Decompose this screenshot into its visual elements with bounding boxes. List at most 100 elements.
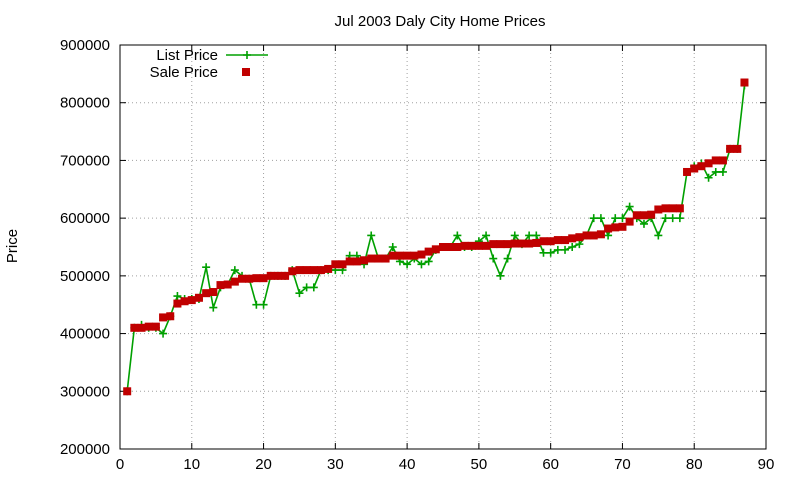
sale-price-point xyxy=(137,323,146,332)
sale-price-point xyxy=(596,230,605,239)
list-price-point xyxy=(503,254,512,263)
series-1 xyxy=(123,78,749,396)
list-price-point xyxy=(388,243,397,251)
sale-price-point xyxy=(496,240,505,249)
sale-price-point xyxy=(489,240,498,249)
sale-price-point xyxy=(403,251,412,260)
sale-price-point xyxy=(360,256,369,265)
list-price-point xyxy=(482,231,491,240)
sale-price-point xyxy=(273,271,282,280)
list-price-point xyxy=(489,254,498,263)
sale-price-point xyxy=(238,274,247,283)
list-price-point xyxy=(295,289,304,298)
list-price-point xyxy=(675,214,684,223)
sale-price-point xyxy=(180,297,189,306)
list-price-point xyxy=(417,260,426,269)
grid xyxy=(120,45,766,449)
sale-price-point xyxy=(561,236,570,245)
sale-price-point xyxy=(295,266,304,275)
list-price-point xyxy=(546,248,555,257)
x-tick-label: 30 xyxy=(327,456,344,473)
list-price-point xyxy=(424,257,433,266)
sale-price-point xyxy=(575,233,584,242)
sale-price-point xyxy=(209,288,218,297)
list-price-point xyxy=(589,214,598,223)
sale-price-point xyxy=(647,210,656,219)
sale-price-point xyxy=(266,271,275,280)
sale-price-point xyxy=(711,156,720,165)
sale-price-point xyxy=(525,239,534,248)
x-tick-label: 70 xyxy=(614,456,631,473)
sale-price-point xyxy=(381,254,390,263)
y-tick-label: 800000 xyxy=(60,95,110,112)
sale-price-point xyxy=(159,313,168,322)
list-price-point xyxy=(209,303,218,312)
sale-price-point xyxy=(331,260,340,269)
legend-label-list-price: List Price xyxy=(156,47,218,64)
list-price-point xyxy=(618,214,627,223)
sale-price-point xyxy=(546,237,555,246)
list-price-point xyxy=(367,231,376,240)
y-tick-label: 200000 xyxy=(60,441,110,458)
list-price-point xyxy=(661,214,670,223)
list-price-point xyxy=(668,214,677,223)
x-tick-label: 80 xyxy=(686,456,703,473)
sale-price-point xyxy=(697,162,706,171)
y-tick-label: 400000 xyxy=(60,326,110,343)
sale-price-point xyxy=(568,234,577,243)
sale-price-point xyxy=(654,205,663,214)
list-price-point xyxy=(453,231,462,240)
list-price-point xyxy=(259,300,268,309)
plot-border xyxy=(119,44,767,450)
sale-price-point xyxy=(510,239,519,248)
sale-price-point xyxy=(309,266,318,275)
sale-price-point xyxy=(123,387,132,396)
x-tick-label: 0 xyxy=(116,456,124,473)
list-price-point xyxy=(611,214,620,223)
y-axis-label: Price xyxy=(4,229,21,263)
sale-price-point xyxy=(352,257,361,266)
list-price-point xyxy=(575,240,584,249)
sale-price-point xyxy=(202,289,211,298)
list-price-point xyxy=(202,263,211,272)
list-price-point xyxy=(561,245,570,254)
sale-price-point xyxy=(173,299,182,308)
list-price-point xyxy=(639,219,648,228)
sale-price-point xyxy=(683,167,692,176)
list-price-point xyxy=(496,271,505,280)
chart-title: Jul 2003 Daly City Home Prices xyxy=(335,13,546,30)
sale-price-point xyxy=(395,251,404,260)
sale-price-point xyxy=(632,211,641,220)
sale-price-point xyxy=(482,241,491,250)
x-tick-label: 40 xyxy=(399,456,416,473)
sale-price-point xyxy=(431,245,440,254)
list-price-point xyxy=(173,292,182,301)
list-price-point xyxy=(718,167,727,176)
sale-price-point xyxy=(345,257,354,266)
sale-price-point xyxy=(230,277,239,286)
sale-price-point xyxy=(166,312,175,321)
sale-price-point xyxy=(252,274,261,283)
sale-price-point xyxy=(288,267,297,276)
series-0 xyxy=(123,81,749,396)
sale-price-point xyxy=(704,159,713,168)
y-tick-label: 600000 xyxy=(60,210,110,227)
sale-price-point xyxy=(187,296,196,305)
sale-price-point xyxy=(410,251,419,260)
sale-price-point xyxy=(618,222,627,231)
sale-price-point xyxy=(690,164,699,173)
sale-price-point xyxy=(604,224,613,233)
sale-price-point xyxy=(281,271,290,280)
sale-price-point xyxy=(503,240,512,249)
list-price-point xyxy=(568,243,577,251)
sale-price-point xyxy=(194,293,203,302)
sale-price-point xyxy=(532,238,541,247)
list-price-point xyxy=(596,214,605,223)
sale-price-point xyxy=(460,241,469,250)
list-price-point xyxy=(532,231,541,240)
sale-price-point xyxy=(718,156,727,165)
sale-price-point xyxy=(223,280,232,289)
list-price-point xyxy=(704,173,713,182)
list-price-point xyxy=(525,231,534,240)
